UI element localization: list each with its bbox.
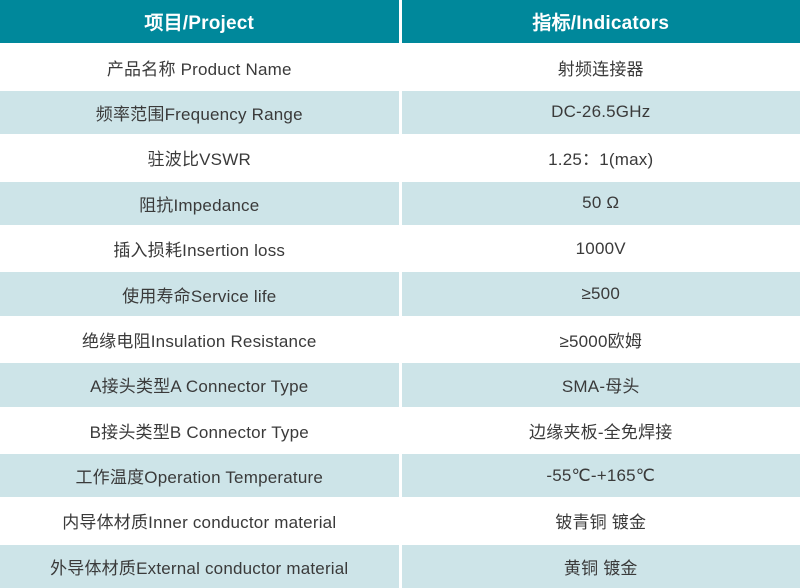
indicator-cell: 黄铜 镀金 [401,544,800,588]
table-row: 外导体材质External conductor material 黄铜 镀金 [0,544,800,588]
project-cell: B接头类型B Connector Type [0,408,399,452]
indicator-cell: SMA-母头 [401,363,800,407]
indicator-cell: 射频连接器 [401,45,800,89]
indicator-cell: -55℃-+165℃ [401,453,800,498]
table-row: 驻波比VSWR 1.25：1(max) [0,136,800,180]
project-cell: 产品名称 Product Name [0,45,399,89]
project-cell: 外导体材质External conductor material [0,544,399,588]
project-cell: 阻抗Impedance [0,181,399,225]
indicator-cell: 铍青铜 镀金 [401,499,800,543]
indicator-cell: 1000V [401,226,800,271]
header-cell-project: 项目/Project [0,0,399,44]
table-row: B接头类型B Connector Type 边缘夹板-全免焊接 [0,408,800,452]
project-cell: 驻波比VSWR [0,136,399,180]
table-row: 内导体材质Inner conductor material 铍青铜 镀金 [0,499,800,543]
header-cell-indicators: 指标/Indicators [401,0,800,44]
table-row: 工作温度Operation Temperature -55℃-+165℃ [0,453,800,498]
indicator-cell: 50 Ω [401,181,800,225]
table-row: 频率范围Frequency Range DC-26.5GHz [0,90,800,135]
project-cell: 工作温度Operation Temperature [0,453,399,498]
table-row: 绝缘电阻Insulation Resistance ≥5000欧姆 [0,317,800,362]
project-cell: 频率范围Frequency Range [0,90,399,135]
project-cell: 插入损耗Insertion loss [0,226,399,271]
table-row: 产品名称 Product Name 射频连接器 [0,45,800,89]
table-header-row: 项目/Project 指标/Indicators [0,0,800,44]
table-row: 使用寿命Service life ≥500 [0,272,800,316]
table-row: 阻抗Impedance 50 Ω [0,181,800,225]
project-cell: 绝缘电阻Insulation Resistance [0,317,399,362]
table-row: 插入损耗Insertion loss 1000V [0,226,800,271]
indicator-cell: ≥500 [401,272,800,316]
table-row: A接头类型A Connector Type SMA-母头 [0,363,800,407]
project-cell: A接头类型A Connector Type [0,363,399,407]
project-cell: 使用寿命Service life [0,272,399,316]
indicator-cell: 1.25：1(max) [401,136,800,180]
project-cell: 内导体材质Inner conductor material [0,499,399,543]
indicator-cell: DC-26.5GHz [401,90,800,135]
indicator-cell: 边缘夹板-全免焊接 [401,408,800,452]
indicator-cell: ≥5000欧姆 [401,317,800,362]
